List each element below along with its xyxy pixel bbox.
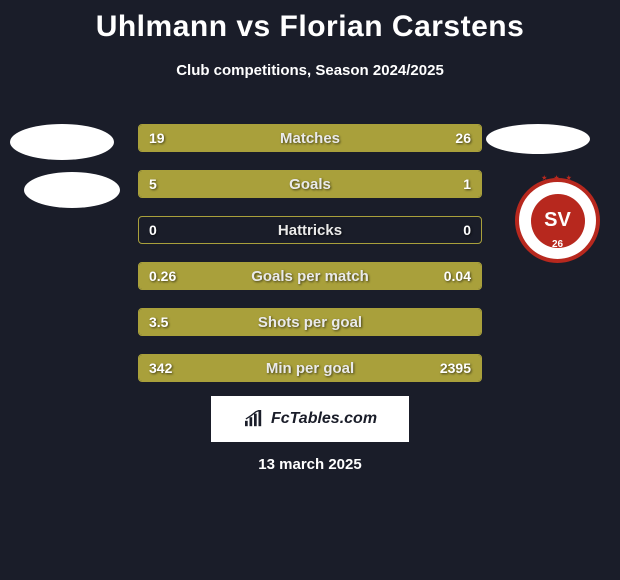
stat-value-left: 0	[139, 217, 167, 243]
stat-label: Shots per goal	[139, 309, 481, 335]
page-title: Uhlmann vs Florian Carstens	[0, 0, 620, 44]
stat-value-right: 2395	[430, 355, 481, 381]
crest-stars-icon: ★ ★ ★	[541, 174, 574, 182]
date-label: 13 march 2025	[0, 456, 620, 473]
stat-value-right: 26	[445, 125, 481, 151]
stat-row: Goals per match0.26 0.04	[138, 262, 482, 290]
stat-row: Matches19 26	[138, 124, 482, 152]
stat-row: Shots per goal3.5	[138, 308, 482, 336]
stat-value-right: 0.04	[434, 263, 481, 289]
stat-value-right: 0	[453, 217, 481, 243]
crest-initials: SV	[544, 209, 571, 232]
stat-row: Goals5 1	[138, 170, 482, 198]
stat-value-left: 342	[139, 355, 182, 381]
page-subtitle: Club competitions, Season 2024/2025	[0, 62, 620, 79]
stat-row: Hattricks0 0	[138, 216, 482, 244]
stat-label: Matches	[139, 125, 481, 151]
avatar-player2	[486, 124, 590, 154]
stat-label: Goals	[139, 171, 481, 197]
watermark-text: FcTables.com	[271, 410, 377, 428]
avatar-club1	[24, 172, 120, 208]
stat-value-left: 5	[139, 171, 167, 197]
club2-crest: ★ ★ ★ SV 26	[515, 178, 600, 263]
stat-value-left: 3.5	[139, 309, 178, 335]
crest-subtext: 26	[552, 239, 563, 250]
stat-value-right: 1	[453, 171, 481, 197]
stat-label: Goals per match	[139, 263, 481, 289]
stats-container: Matches19 26 Goals5 1 Hattricks0 0 Goals per m…	[138, 124, 482, 400]
chart-icon	[243, 410, 265, 428]
stat-label: Hattricks	[139, 217, 481, 243]
stat-row: Min per goal3422395	[138, 354, 482, 382]
stat-value-left: 0.26	[139, 263, 186, 289]
avatar-player1	[10, 124, 114, 160]
crest-inner: SV 26	[531, 194, 585, 248]
stat-value-left: 19	[139, 125, 175, 151]
watermark: FcTables.com	[211, 396, 409, 442]
stat-value-right	[461, 309, 481, 335]
